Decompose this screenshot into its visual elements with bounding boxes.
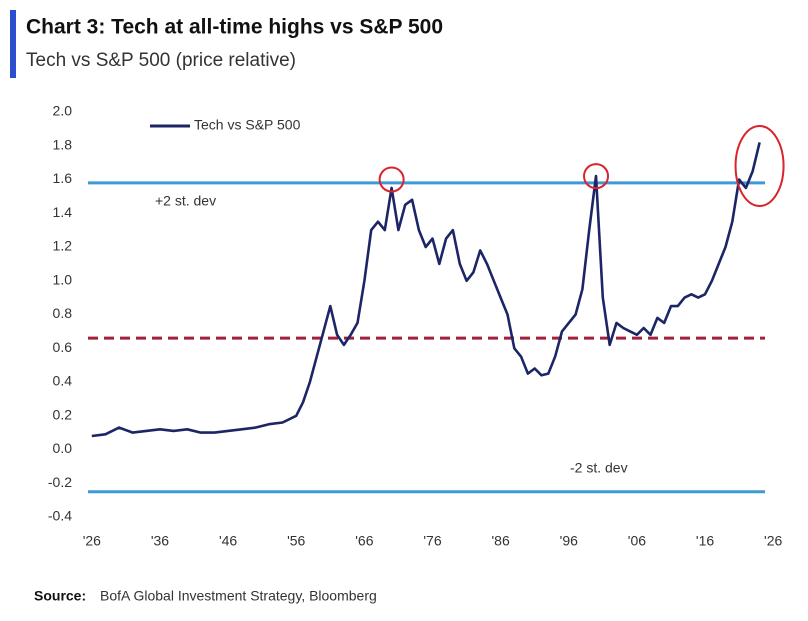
source-label: Source: bbox=[34, 588, 86, 604]
x-tick-label: '76 bbox=[423, 533, 441, 549]
x-tick-label: '56 bbox=[287, 533, 305, 549]
x-tick-label: '36 bbox=[151, 533, 169, 549]
y-tick-label: 0.2 bbox=[53, 406, 73, 422]
x-tick-label: '26 bbox=[83, 533, 101, 549]
chart-title: Chart 3: Tech at all-time highs vs S&P 5… bbox=[26, 16, 443, 39]
y-tick-label: 1.8 bbox=[53, 136, 73, 152]
highlight-circle bbox=[583, 163, 610, 190]
chart-subtitle: Tech vs S&P 500 (price relative) bbox=[26, 50, 296, 71]
x-tick-label: '86 bbox=[492, 533, 510, 549]
y-tick-label: -0.4 bbox=[48, 508, 72, 524]
x-tick-label: '96 bbox=[560, 533, 578, 549]
x-tick-label: '16 bbox=[696, 533, 714, 549]
y-tick-label: 1.0 bbox=[53, 271, 73, 287]
y-tick-label: 1.2 bbox=[53, 238, 73, 254]
highlight-circle bbox=[378, 166, 405, 193]
y-tick-label: 2.0 bbox=[53, 103, 73, 119]
reference-label: +2 st. dev bbox=[155, 193, 216, 209]
y-tick-label: 0.8 bbox=[53, 305, 73, 321]
accent-bar bbox=[10, 10, 16, 78]
x-tick-label: '46 bbox=[219, 533, 237, 549]
source: BofA Global Investment Strategy, Bloombe… bbox=[100, 588, 377, 604]
y-tick-label: 1.4 bbox=[53, 204, 73, 220]
y-tick-label: 0.6 bbox=[53, 339, 73, 355]
y-tick-label: -0.2 bbox=[48, 474, 72, 490]
x-tick-label: '66 bbox=[355, 533, 373, 549]
x-tick-label: '26 bbox=[764, 533, 782, 549]
y-tick-label: 0.0 bbox=[53, 440, 73, 456]
x-tick-label: '06 bbox=[628, 533, 646, 549]
highlight-circle bbox=[734, 125, 785, 207]
legend-label: Tech vs S&P 500 bbox=[194, 117, 301, 133]
series-line bbox=[91, 142, 761, 438]
y-tick-label: 1.6 bbox=[53, 170, 73, 186]
y-tick-label: 0.4 bbox=[53, 373, 73, 389]
reference-label: -2 st. dev bbox=[570, 459, 628, 475]
